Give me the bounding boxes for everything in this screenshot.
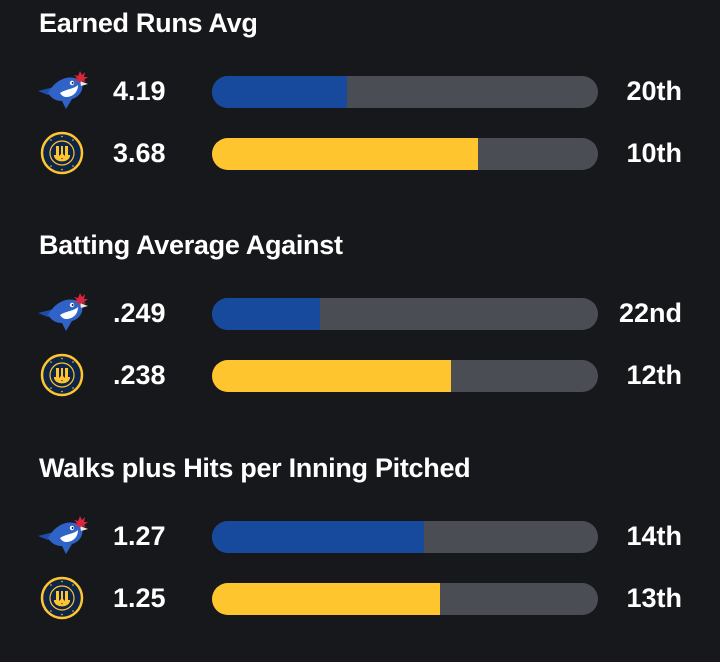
stat-bar-fill: [212, 521, 425, 553]
stat-value: 1.27: [113, 521, 166, 551]
league-rank: 13th: [626, 583, 682, 613]
stat-bar-track: [212, 583, 598, 615]
stat-row-brewers: 1.25 13th: [0, 576, 720, 620]
league-rank: 22nd: [618, 298, 682, 328]
blue-jays-logo-icon: [36, 69, 90, 113]
stat-bar-fill: [212, 298, 321, 330]
blue-jays-logo-icon: [36, 514, 90, 558]
blue-jays-logo-icon: [36, 291, 90, 335]
section-title: Walks plus Hits per Inning Pitched: [39, 453, 471, 483]
brewers-logo-icon: [36, 576, 90, 620]
stat-bar-fill: [212, 76, 348, 108]
league-rank: 20th: [626, 76, 682, 106]
stat-bar-track: [212, 360, 598, 392]
league-rank: 12th: [626, 360, 682, 390]
stat-bar-track: [212, 521, 598, 553]
stat-value: 4.19: [113, 76, 166, 106]
stat-bar-fill: [212, 360, 452, 392]
stat-value: .238: [113, 360, 166, 390]
stat-row-blue-jays: 4.19 20th: [0, 71, 720, 111]
section-title: Earned Runs Avg: [39, 8, 258, 38]
stat-bar-fill: [212, 583, 440, 615]
stat-bar-fill: [212, 138, 479, 170]
league-rank: 14th: [626, 521, 682, 551]
stat-value: 3.68: [113, 138, 166, 168]
stat-bar-track: [212, 76, 598, 108]
stat-row-blue-jays: .249 22nd: [0, 293, 720, 333]
stat-value: 1.25: [113, 583, 166, 613]
stat-bar-track: [212, 138, 598, 170]
stat-value: .249: [113, 298, 166, 328]
brewers-logo-icon: [36, 131, 90, 175]
stat-row-blue-jays: 1.27 14th: [0, 516, 720, 556]
stat-bar-track: [212, 298, 598, 330]
stat-row-brewers: 3.68 10th: [0, 131, 720, 175]
league-rank: 10th: [626, 138, 682, 168]
stat-row-brewers: .238 12th: [0, 353, 720, 397]
brewers-logo-icon: [36, 353, 90, 397]
section-title: Batting Average Against: [39, 230, 343, 260]
